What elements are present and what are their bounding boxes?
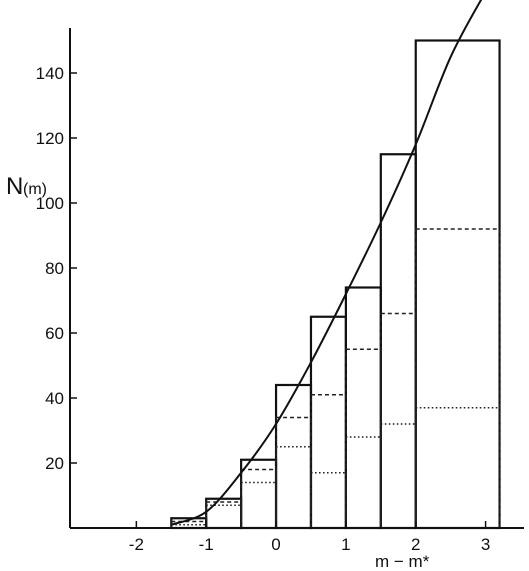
series-dotted-histogram [170, 406, 501, 529]
fitted-curve [170, 0, 483, 526]
x-tick-label: 1 [341, 535, 350, 554]
y-axis-label-sub: (m) [23, 181, 47, 198]
histogram-bar [380, 312, 417, 529]
x-axis-label: m − m* [375, 552, 430, 571]
series-solid-histogram [170, 39, 501, 530]
histogram-bar [414, 228, 501, 529]
y-axis-label-main: N [6, 173, 23, 200]
histogram-bar [275, 416, 312, 529]
x-tick-label: 2 [411, 535, 420, 554]
chart-marks [170, 0, 501, 530]
histogram-bar [275, 445, 312, 529]
histogram-bar [380, 423, 417, 529]
histogram-bar [310, 394, 347, 529]
y-tick-label: 140 [36, 64, 64, 83]
histogram-bar [310, 471, 347, 529]
y-tick-label: 40 [45, 389, 64, 408]
x-tick-label: -2 [129, 535, 144, 554]
histogram-bar [345, 436, 382, 529]
y-tick-label: 80 [45, 259, 64, 278]
histogram-bar [240, 481, 277, 529]
x-tick-label: -1 [199, 535, 214, 554]
y-tick-label: 120 [36, 129, 64, 148]
histogram-bar [344, 286, 382, 530]
histogram-bar [309, 315, 347, 530]
y-tick-label: 20 [45, 454, 64, 473]
histogram-bar [205, 497, 243, 530]
histogram-bar [240, 468, 277, 529]
chart-ticks: 20 40 60 80 100 120 140 -2 -1 0 1 2 3 [36, 64, 491, 554]
histogram-bar [205, 504, 242, 529]
x-tick-label: 0 [271, 535, 280, 554]
series-dashed-histogram [170, 228, 501, 529]
histogram-bar [274, 383, 313, 530]
y-tick-label: 100 [36, 194, 64, 213]
y-tick-label: 60 [45, 324, 64, 343]
histogram-bar [414, 406, 501, 529]
x-tick-label: 3 [481, 535, 490, 554]
chart-axes [69, 28, 524, 529]
histogram-bar [345, 348, 382, 529]
